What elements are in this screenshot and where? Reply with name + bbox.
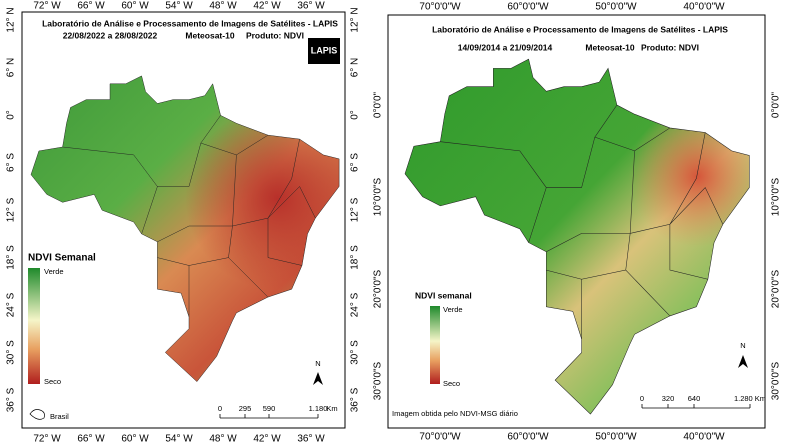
legend-high: Verde <box>44 267 64 276</box>
north: N <box>740 341 745 350</box>
lon-label: 50°0'0"W <box>595 432 637 443</box>
lat-label: 24° S <box>6 292 17 317</box>
north-arrow <box>738 355 748 368</box>
lat-label: 10°0'0"S <box>373 177 384 216</box>
lat-label: 24° S <box>350 292 361 317</box>
lon-label: 60°0'0"W <box>507 432 549 443</box>
title: Laboratório de Análise e Processamento d… <box>42 18 338 28</box>
lat-label: 10°0'0"S <box>771 177 782 216</box>
lat-label: 0° <box>6 110 17 120</box>
lon-label: 60° W <box>121 1 149 12</box>
lat-label: 0° <box>350 110 361 120</box>
lon-label: 66° W <box>77 1 105 12</box>
scale-bar: 0 320 640 1.280 Km <box>640 394 766 409</box>
lon-label: 36° W <box>297 434 325 445</box>
lon-label: 54° W <box>165 434 193 445</box>
lon-label: 40°0'0"W <box>683 432 725 443</box>
scale-label: 295 <box>239 404 252 413</box>
scale-label: 1.280 Km <box>734 394 766 403</box>
inset-icon <box>29 409 45 420</box>
product: Produto: NDVI <box>246 30 304 40</box>
lon-label: 66° W <box>77 434 105 445</box>
lon-label: 36° W <box>297 1 325 12</box>
scale-label: 0 <box>640 394 644 403</box>
lon-label: 72° W <box>33 434 61 445</box>
lat-label: 6° N <box>6 58 17 78</box>
graticule-labels: 72° W 66° W 60° W 54° W 48° W 42° W 36° W 72° W… <box>6 1 782 445</box>
lon-label: 40°0'0"W <box>683 2 725 13</box>
lat-label: 18° S <box>350 245 361 270</box>
lon-label: 60°0'0"W <box>507 2 549 13</box>
legend-low: Seco <box>44 377 61 386</box>
lat-label: 20°0'0"S <box>771 269 782 308</box>
lat-label: 36° S <box>6 387 17 412</box>
lat-label: 0°0'0" <box>771 91 782 118</box>
legend-high: Verde <box>443 305 463 314</box>
credit: Imagem obtida pelo NDVI-MSG diário <box>392 409 518 418</box>
lon-label: 42° W <box>253 1 281 12</box>
lon-label: 60° W <box>121 434 149 445</box>
lat-label: 30° S <box>350 340 361 365</box>
legend-colorbar <box>430 306 440 384</box>
lon-label: 42° W <box>253 434 281 445</box>
scale-label: 0 <box>218 404 222 413</box>
north: N <box>315 359 320 368</box>
legend-title: NDVI semanal <box>415 290 472 300</box>
legend-title: NDVI Semanal <box>28 253 96 264</box>
lat-label: 6° S <box>6 153 17 172</box>
lon-label: 72° W <box>33 1 61 12</box>
lat-label: 30°0'0"S <box>771 361 782 400</box>
lat-label: 6° N <box>350 58 361 78</box>
lat-label: 12° S <box>6 197 17 222</box>
scale-label: 590 <box>263 404 276 413</box>
lat-label: 30°0'0"S <box>373 361 384 400</box>
logo-box <box>308 38 340 64</box>
period: 22/08/2022 a 28/08/2022 <box>63 30 158 40</box>
product: Produto: NDVI <box>641 42 699 52</box>
scale-unit: Km <box>326 404 337 413</box>
legend-colorbar <box>28 268 40 384</box>
lon-label: 50°0'0"W <box>595 2 637 13</box>
lat-label: 12° N <box>350 7 361 32</box>
lat-label: 18° S <box>6 245 17 270</box>
lat-label: 36° S <box>350 387 361 412</box>
lat-label: 12° S <box>350 197 361 222</box>
inset-label: Brasil <box>50 412 69 421</box>
lon-label: 48° W <box>209 1 237 12</box>
legend-low: Seco <box>443 379 460 388</box>
lat-label: 0°0'0" <box>373 91 384 118</box>
lon-label: 54° W <box>165 1 193 12</box>
lon-label: 70°0'0"W <box>419 432 461 443</box>
lat-label: 20°0'0"S <box>373 269 384 308</box>
lon-label: 48° W <box>209 434 237 445</box>
lat-label: 30° S <box>6 340 17 365</box>
lat-label: 12° N <box>6 7 17 32</box>
title: Laboratório de Análise e Processamento d… <box>432 24 728 34</box>
lon-label: 70°0'0"W <box>419 2 461 13</box>
logo: LAPIS <box>311 45 338 55</box>
north-arrow <box>313 372 323 385</box>
scale-label: 640 <box>688 394 701 403</box>
lat-label: 6° S <box>350 153 361 172</box>
satellite: Meteosat-10 <box>185 30 234 40</box>
period: 14/09/2014 a 21/09/2014 <box>458 42 553 52</box>
scale-label: 1.180 <box>309 404 328 413</box>
scale-label: 320 <box>662 394 675 403</box>
satellite: Meteosat-10 <box>585 42 634 52</box>
